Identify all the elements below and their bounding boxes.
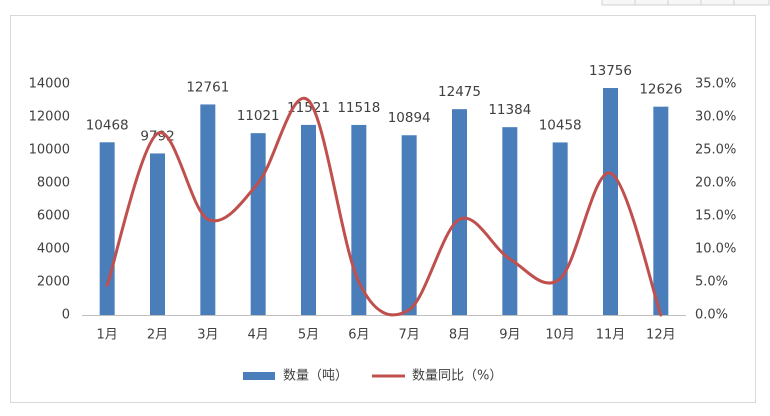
x-tick-label: 9月 (499, 328, 520, 343)
bar (653, 106, 669, 316)
y-tick-label: 8000 (37, 176, 70, 191)
y-tick-label: 6000 (37, 209, 70, 224)
x-tick-label: 11月 (596, 328, 626, 343)
legend-swatch (243, 372, 275, 380)
x-tick-label: 3月 (197, 328, 218, 343)
y2-tick-label: 30.0% (695, 110, 736, 125)
legend-label: 数量同比（%） (412, 369, 502, 384)
data-label: 12626 (639, 82, 682, 98)
line (105, 96, 663, 317)
bar (301, 124, 316, 315)
bar (452, 109, 467, 315)
y2-tick-label: 35.0% (695, 77, 736, 92)
data-label: 11521 (287, 100, 330, 116)
legend-label: 数量（吨） (283, 369, 348, 384)
bar (99, 142, 115, 315)
bar (552, 142, 568, 315)
x-tick-label: 2月 (147, 328, 168, 343)
y2-tick-label: 25.0% (695, 143, 736, 158)
bar (150, 153, 165, 315)
bar (351, 124, 367, 315)
y-tick-label: 2000 (37, 275, 70, 290)
y2-tick-label: 10.0% (695, 242, 736, 257)
x-tick-label: 8月 (449, 328, 470, 343)
y-tick-label: 14000 (29, 77, 70, 92)
sheet-header (601, 0, 770, 6)
bar (502, 127, 518, 315)
bar (603, 88, 618, 315)
bar (401, 135, 417, 315)
x-tick-label: 1月 (97, 328, 118, 343)
y-tick-label: 0 (62, 308, 70, 323)
data-label: 13756 (589, 63, 632, 79)
x-tick-label: 6月 (348, 328, 369, 343)
y2-tick-label: 15.0% (695, 209, 736, 224)
y-tick-label: 10000 (29, 143, 70, 158)
bar (250, 133, 266, 315)
y2-tick-label: 20.0% (695, 176, 736, 191)
data-label: 11384 (488, 102, 531, 118)
data-label: 11518 (337, 100, 380, 116)
x-tick-label: 10月 (545, 328, 575, 343)
y-tick-label: 4000 (37, 242, 70, 257)
y2-tick-label: 0.0% (695, 308, 728, 323)
x-tick-label: 12月 (646, 328, 676, 343)
data-label: 12761 (186, 79, 229, 95)
x-tick-label: 7月 (399, 328, 420, 343)
chart-frame (10, 15, 756, 403)
data-label: 10458 (539, 117, 582, 133)
y-tick-label: 12000 (29, 110, 70, 125)
data-label: 12475 (438, 84, 481, 100)
data-label: 11021 (237, 108, 280, 124)
x-tick-label: 5月 (298, 328, 319, 343)
x-tick-label: 4月 (248, 328, 269, 343)
bar (200, 104, 216, 315)
y2-tick-label: 5.0% (695, 275, 728, 290)
data-label: 9792 (140, 128, 174, 144)
data-label: 10468 (86, 117, 129, 133)
data-label: 10894 (388, 110, 431, 126)
